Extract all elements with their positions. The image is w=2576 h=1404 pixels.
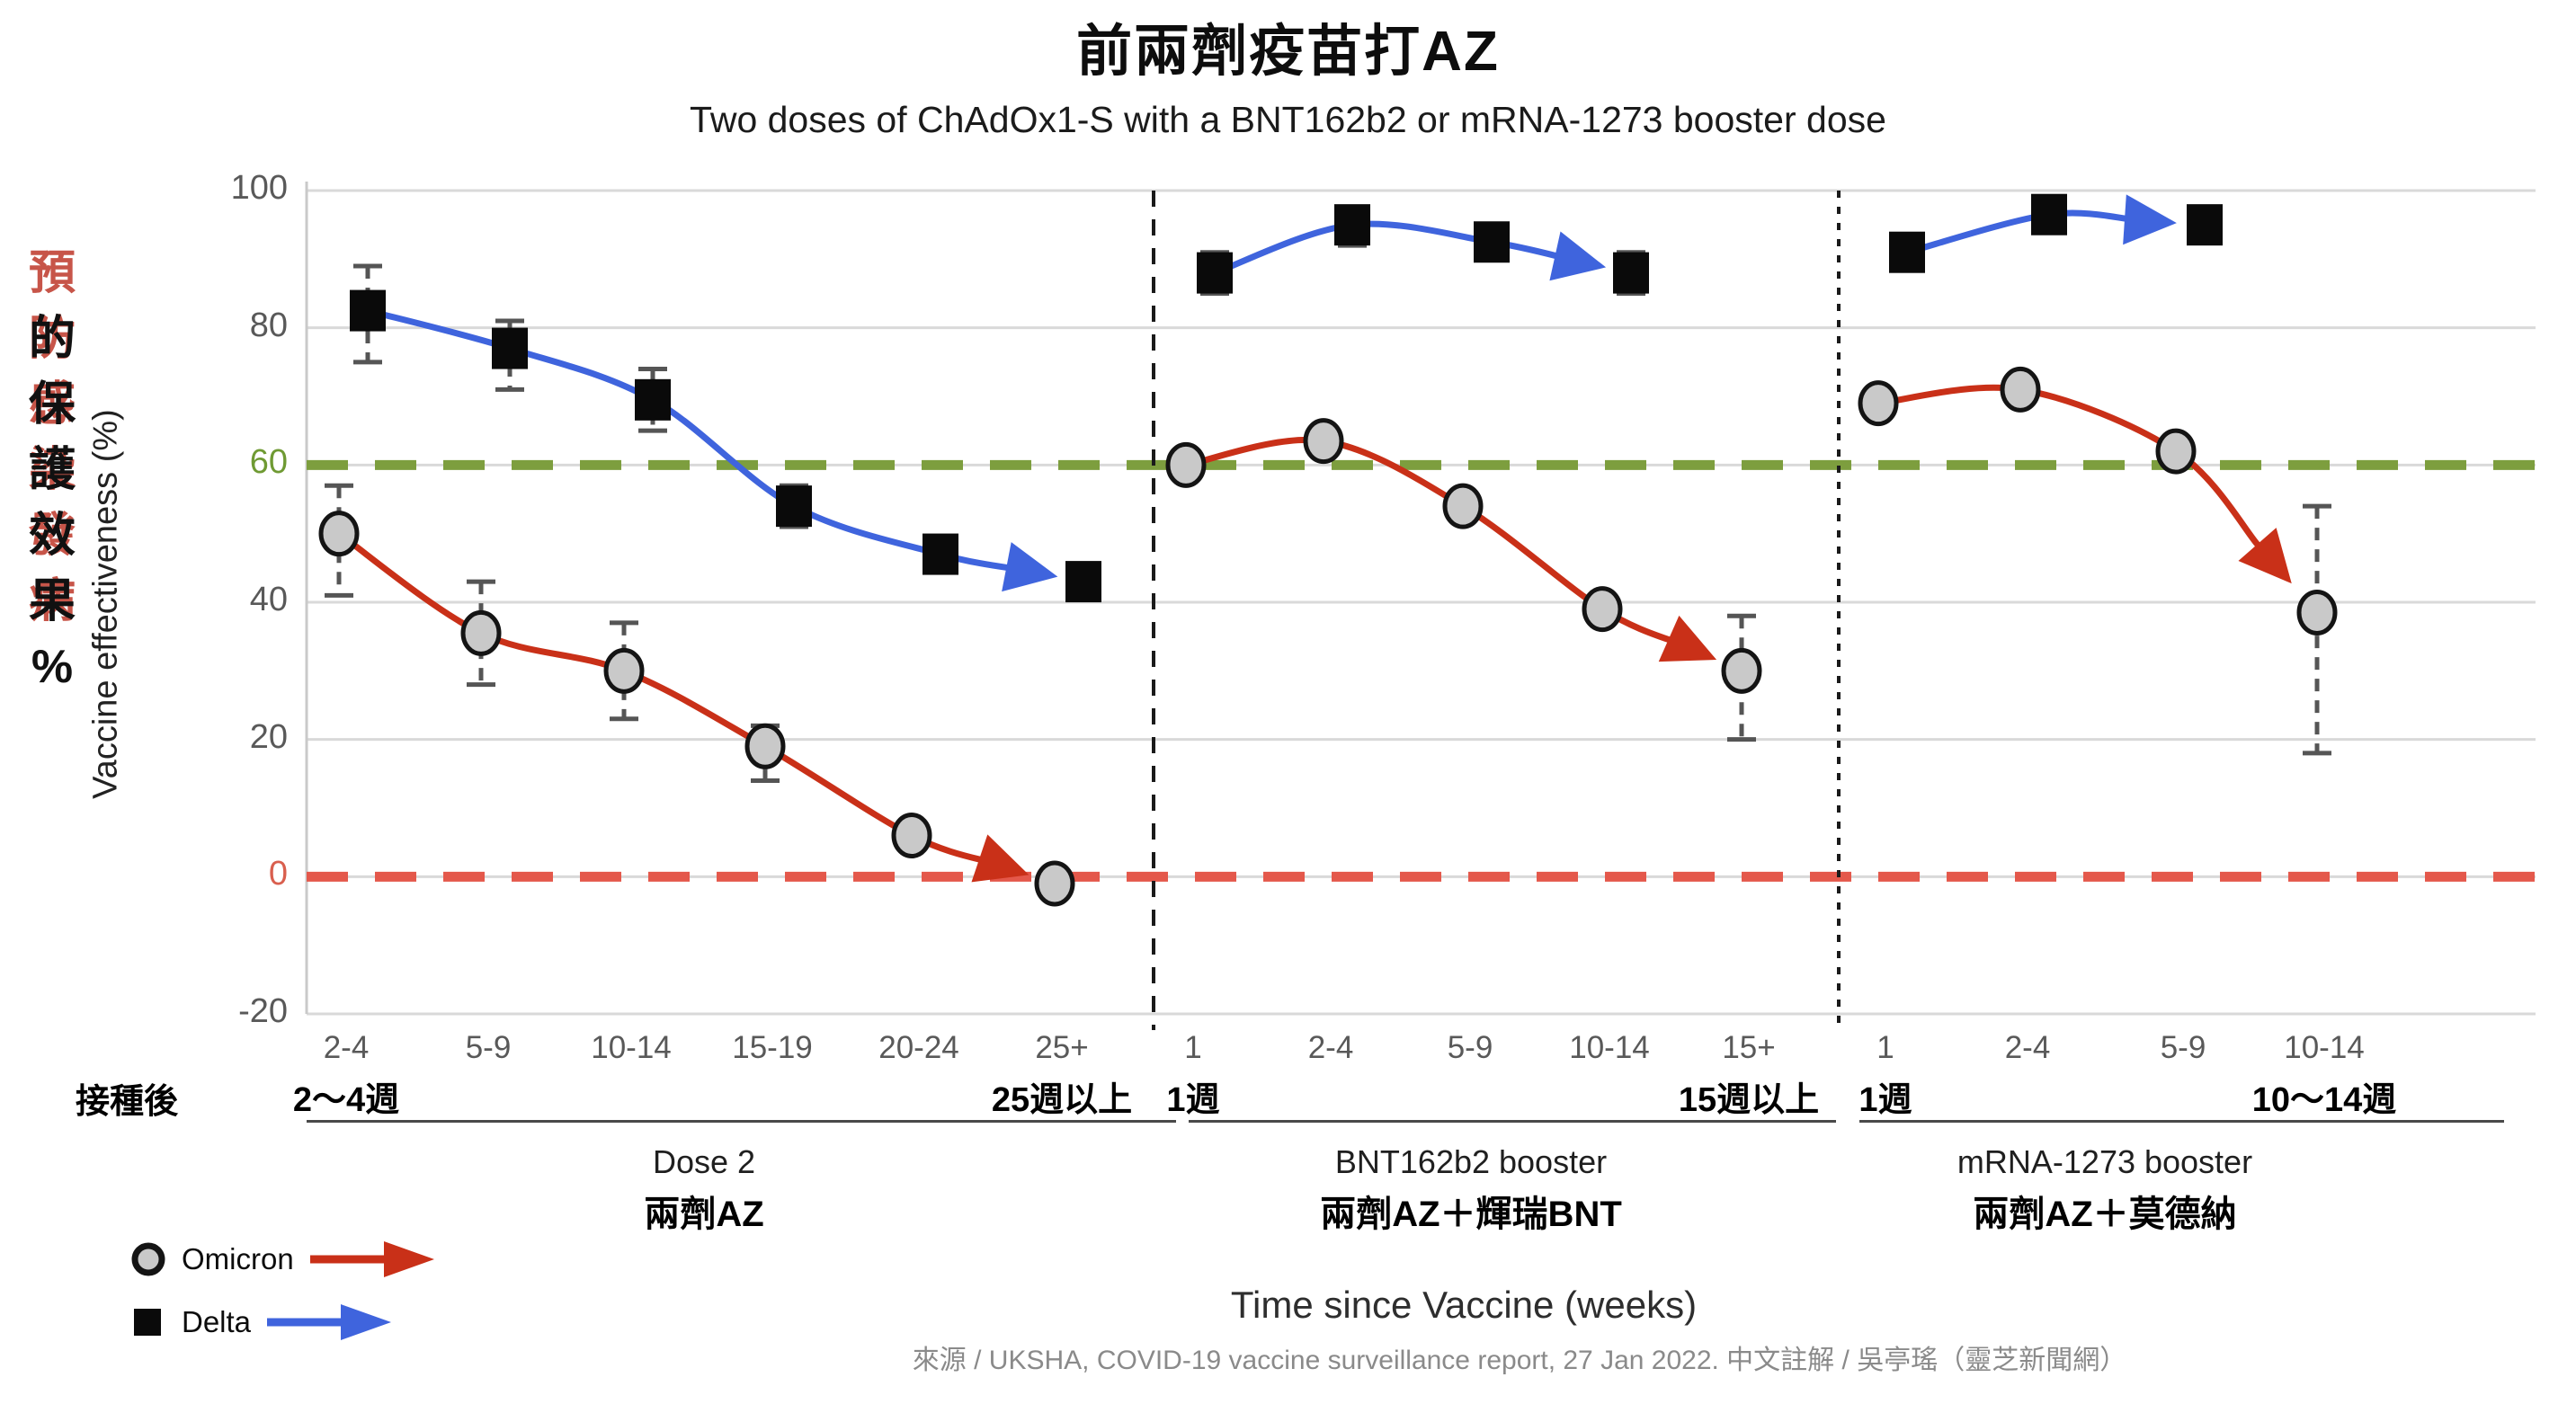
y-tick-label: 100 — [230, 169, 288, 207]
marker-omicron — [1165, 441, 1207, 488]
marker-omicron — [2155, 428, 2197, 475]
series-arrowhead-omicron — [1658, 615, 1717, 662]
x-tick-label: 5-9 — [465, 1030, 512, 1065]
page-title: 前兩劑疫苗打AZ — [1076, 21, 1500, 83]
marker-delta — [1889, 231, 1925, 273]
marker-omicron — [1034, 860, 1075, 907]
x-tick-label: 2-4 — [2004, 1030, 2051, 1065]
marker-omicron — [460, 609, 502, 656]
series-line-omicron — [335, 530, 998, 867]
marker-omicron — [1721, 647, 1762, 694]
legend-item-delta: Delta — [128, 1302, 398, 1343]
panel-underline — [1859, 1120, 2504, 1123]
x-tick-label: 10-14 — [591, 1030, 672, 1065]
marker-delta — [635, 378, 671, 421]
left-annotation-black-text: 的保護效果% — [28, 313, 76, 693]
marker-delta — [1334, 204, 1370, 246]
series-arrowhead-delta — [1002, 542, 1058, 592]
panel-underline — [307, 1120, 1176, 1123]
marker-omicron — [1858, 380, 1899, 427]
marker-delta — [2187, 204, 2223, 246]
x-tick-label: 5-9 — [2160, 1030, 2206, 1065]
marker-delta — [350, 289, 386, 332]
panel-caption-en: BNT162b2 booster — [1334, 1143, 1608, 1180]
marker-delta — [1197, 252, 1233, 294]
panel-caption-zh: 兩劑AZ — [644, 1195, 764, 1234]
x-sub-label: 10～14週 — [2251, 1081, 2397, 1119]
x-axis-prefix-label: 接種後 — [76, 1083, 179, 1121]
marker-omicron — [2000, 366, 2041, 413]
x-sub-label: 1週 — [1858, 1081, 1912, 1119]
marker-delta — [1613, 252, 1649, 294]
marker-omicron — [744, 723, 786, 769]
series-line-delta — [1211, 220, 1576, 277]
x-tick-label: 1 — [1876, 1030, 1894, 1065]
source-caption: 來源 / UKSHA, COVID-19 vaccine surveillanc… — [912, 1346, 2127, 1375]
x-sub-label: 25週以上 — [991, 1081, 1133, 1119]
marker-delta — [776, 485, 812, 528]
marker-omicron — [318, 511, 360, 557]
omicron-marker-icon — [131, 1242, 165, 1276]
left-annotation-red-text: 預防感染發病 — [28, 247, 76, 627]
y-tick-label: 80 — [249, 306, 288, 344]
y-tick-label: 20 — [249, 717, 288, 756]
panel-underline — [1189, 1120, 1836, 1123]
x-tick-label: 5-9 — [1447, 1030, 1493, 1065]
series-arrowhead-omicron — [971, 834, 1030, 883]
marker-omicron — [1303, 418, 1344, 465]
x-axis-title: Time since Vaccine (weeks) — [1230, 1284, 1698, 1326]
series-line-omicron — [1875, 384, 2261, 548]
marker-omicron — [891, 813, 932, 859]
x-tick-label: 20-24 — [878, 1030, 959, 1065]
legend-label-delta: Delta — [182, 1305, 252, 1338]
y-tick-label: -20 — [238, 992, 288, 1030]
series-arrowhead-delta — [1549, 231, 1607, 281]
x-tick-label: 1 — [1184, 1030, 1202, 1065]
x-tick-label: 10-14 — [2284, 1030, 2365, 1065]
y-tick-label: 60 — [249, 443, 288, 482]
x-sub-label: 2～4週 — [292, 1081, 400, 1119]
x-sub-label: 15週以上 — [1678, 1081, 1820, 1119]
delta-arrow-icon — [267, 1304, 392, 1340]
panel-caption-zh: 兩劑AZ＋莫德納 — [1973, 1195, 2237, 1234]
marker-omicron — [2296, 589, 2338, 635]
panel-caption-en: mRNA-1273 booster — [1957, 1143, 2253, 1180]
delta-marker-icon — [134, 1309, 161, 1336]
x-tick-label: 2-4 — [1307, 1030, 1354, 1065]
x-tick-label: 15+ — [1722, 1030, 1776, 1065]
x-tick-label: 25+ — [1035, 1030, 1089, 1065]
series-arrowhead-omicron — [2238, 528, 2292, 584]
legend-label-omicron: Omicron — [182, 1242, 294, 1275]
x-tick-label: 2-4 — [323, 1030, 370, 1065]
left-vertical-annotation: 預防感染發病 的保護效果% — [25, 241, 79, 693]
series-arrowhead-delta — [2123, 194, 2177, 245]
marker-delta — [1065, 561, 1101, 603]
legend-item-omicron: Omicron — [128, 1239, 441, 1280]
marker-delta — [2031, 193, 2067, 235]
y-tick-label: 40 — [249, 581, 288, 618]
marker-omicron — [1582, 586, 1623, 633]
panel-caption-zh: 兩劑AZ＋輝瑞BNT — [1320, 1195, 1622, 1234]
marker-delta — [492, 327, 528, 369]
x-tick-label: 10-14 — [1569, 1030, 1650, 1065]
series-line-delta — [364, 307, 1027, 573]
x-sub-label: 1週 — [1166, 1081, 1220, 1119]
panel-caption-en: Dose 2 — [652, 1143, 756, 1180]
marker-delta — [923, 533, 958, 575]
y-tick-label: 0 — [268, 855, 288, 893]
series-line-delta — [1903, 209, 2143, 256]
omicron-arrow-icon — [309, 1241, 434, 1277]
marker-omicron — [1442, 483, 1484, 529]
marker-delta — [1474, 221, 1510, 263]
chart-subtitle: Two doses of ChAdOx1-S with a BNT162b2 o… — [690, 99, 1886, 140]
marker-omicron — [603, 647, 645, 694]
x-tick-label: 15-19 — [732, 1030, 813, 1065]
